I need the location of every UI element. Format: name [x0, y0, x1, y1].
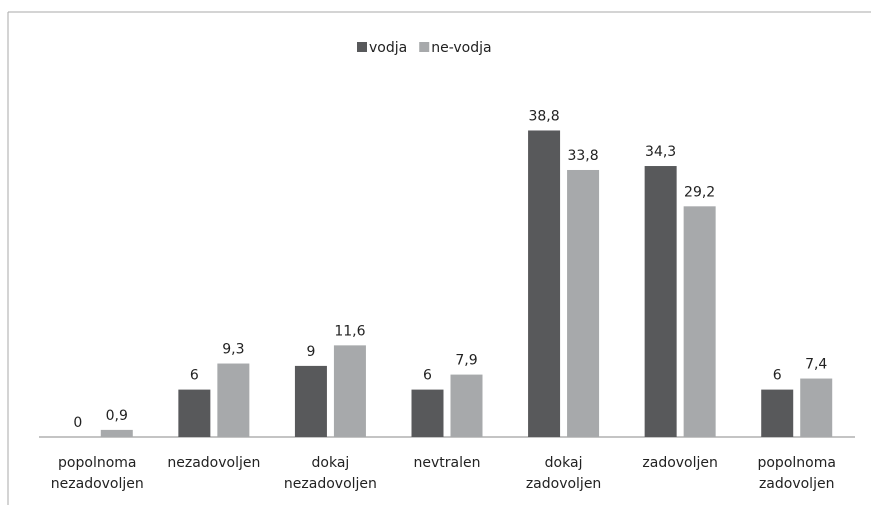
- bar: [294, 365, 327, 437]
- data-label: 6: [773, 368, 782, 384]
- x-tick-label: nevtralen: [414, 455, 481, 471]
- data-label: 0: [73, 415, 82, 431]
- data-label: 33,8: [567, 148, 598, 164]
- data-label: 7,4: [805, 357, 827, 373]
- data-label: 7,9: [455, 353, 477, 369]
- data-label: 9,3: [222, 342, 244, 358]
- data-label: 6: [423, 368, 432, 384]
- bar: [217, 363, 250, 437]
- data-label: 0,9: [106, 408, 128, 424]
- bar: [333, 345, 366, 437]
- bar: [528, 130, 561, 438]
- bar: [683, 206, 716, 437]
- data-label: 34,3: [645, 144, 676, 160]
- legend-swatch: [357, 42, 367, 52]
- data-label: 9: [306, 344, 315, 360]
- data-label: 6: [190, 368, 199, 384]
- legend-swatch: [419, 42, 430, 52]
- bar: [178, 389, 211, 437]
- bar: [567, 169, 600, 438]
- bar: [800, 378, 833, 437]
- x-tick-label: nezadovoljen: [167, 455, 260, 471]
- bar: [100, 429, 133, 437]
- legend-label: vodja: [369, 40, 407, 56]
- bar: [761, 389, 794, 437]
- x-tick-label: popolnoma zadovoljen: [757, 455, 835, 492]
- x-tick-label: popolnoma nezadovoljen: [51, 455, 144, 492]
- x-tick-label: zadovoljen: [642, 455, 718, 471]
- bar: [450, 374, 483, 437]
- legend-label: ne-vodja: [431, 40, 491, 56]
- data-label: 38,8: [528, 108, 559, 124]
- data-label: 29,2: [684, 184, 715, 200]
- bar: [411, 389, 444, 437]
- x-tick-label: dokaj zadovoljen: [526, 455, 602, 492]
- data-label: 11,6: [334, 323, 365, 339]
- bar: [644, 166, 677, 437]
- x-tick-label: dokaj nezadovoljen: [284, 455, 377, 492]
